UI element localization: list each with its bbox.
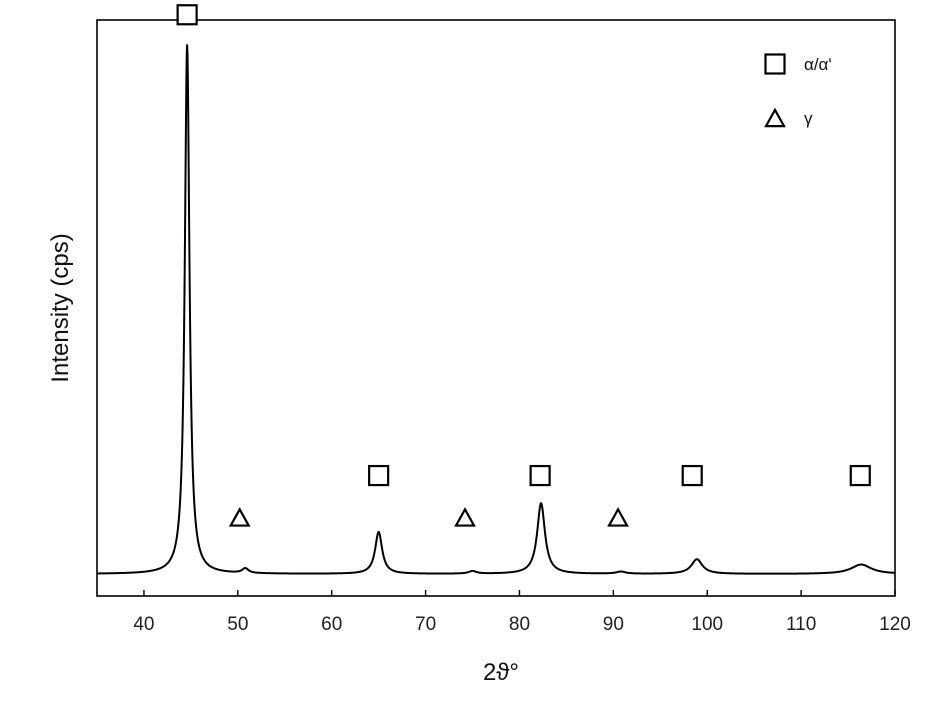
x-axis-label: 2ϑ° bbox=[483, 659, 519, 686]
alpha-phase-marker bbox=[176, 4, 198, 26]
x-tick-label: 120 bbox=[879, 614, 911, 635]
alpha-phase-marker bbox=[368, 464, 390, 487]
x-tick-label: 50 bbox=[227, 614, 248, 635]
alpha-phase-marker bbox=[681, 464, 703, 487]
x-tick-label: 40 bbox=[133, 614, 154, 635]
x-axis-ticks: 40 50 60 70 80 90 100 110 120 bbox=[133, 590, 911, 635]
x-tick-label: 70 bbox=[415, 614, 436, 635]
legend: α/α' γ bbox=[764, 53, 832, 128]
legend-square-icon bbox=[764, 53, 786, 75]
legend-triangle-icon bbox=[764, 107, 786, 128]
plot-area bbox=[96, 19, 896, 597]
plot-frame bbox=[96, 19, 896, 597]
gamma-phase-marker bbox=[228, 507, 251, 527]
alpha-phase-marker bbox=[529, 464, 551, 487]
y-axis-label: Intensity (cps) bbox=[47, 233, 74, 382]
gamma-phase-marker bbox=[454, 507, 476, 527]
peak-markers bbox=[176, 4, 871, 527]
xrd-curve bbox=[96, 44, 896, 575]
legend-label: α/α' bbox=[804, 55, 832, 74]
alpha-phase-marker bbox=[849, 464, 871, 487]
x-tick-label: 100 bbox=[691, 614, 723, 635]
x-tick-label: 80 bbox=[509, 614, 530, 635]
x-tick-label: 90 bbox=[603, 614, 624, 635]
x-tick-label: 110 bbox=[786, 614, 816, 635]
x-tick-label: 60 bbox=[321, 614, 342, 635]
legend-label: γ bbox=[804, 109, 813, 128]
gamma-phase-marker bbox=[607, 507, 629, 527]
